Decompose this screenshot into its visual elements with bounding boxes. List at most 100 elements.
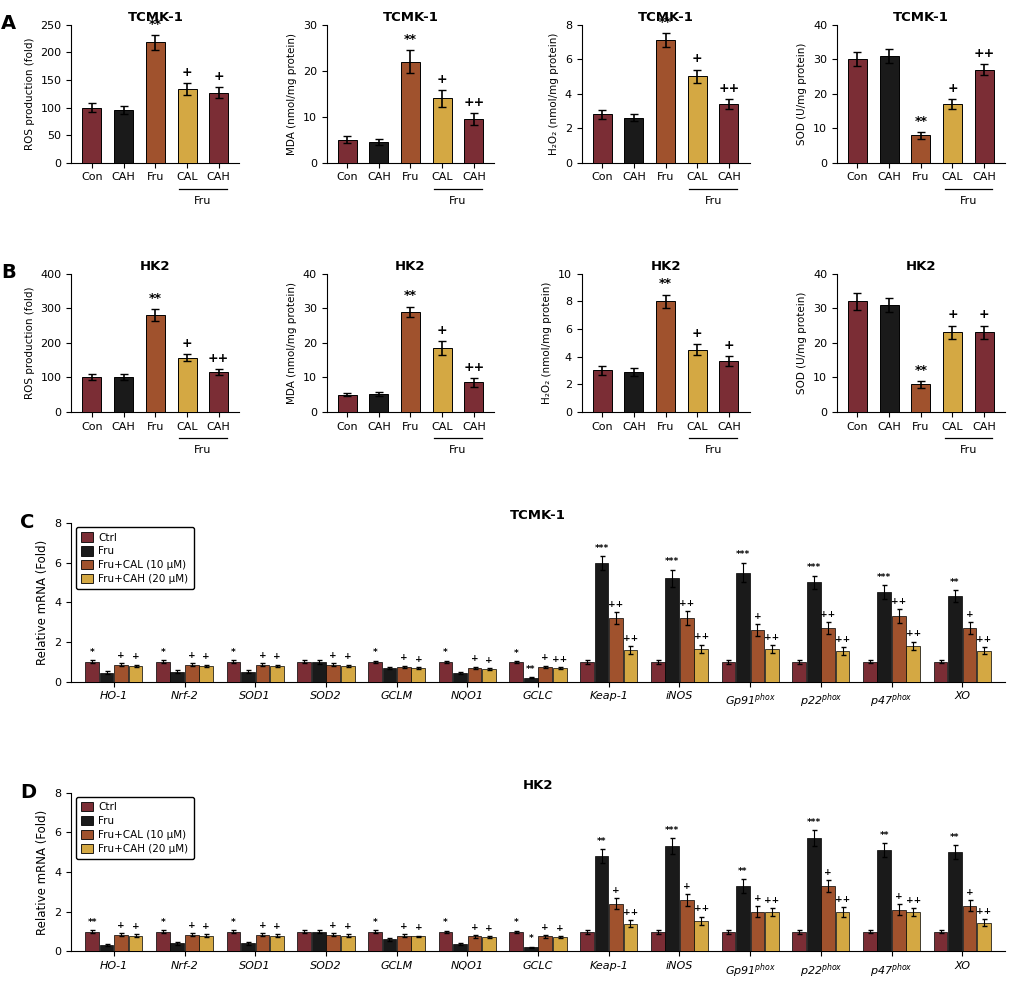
Legend: Ctrl, Fru, Fru+CAL (10 μM), Fru+CAH (20 μM): Ctrl, Fru, Fru+CAL (10 μM), Fru+CAH (20 … bbox=[75, 797, 194, 859]
Bar bbox=[878, 305, 898, 412]
Text: ++: ++ bbox=[975, 635, 990, 644]
Text: **: ** bbox=[658, 277, 672, 290]
Bar bbox=[86, 932, 99, 951]
Bar bbox=[623, 650, 637, 682]
Bar bbox=[847, 59, 866, 163]
Text: ++: ++ bbox=[463, 96, 484, 109]
Bar bbox=[820, 886, 835, 951]
Text: ***: *** bbox=[594, 543, 608, 553]
Text: +: + bbox=[117, 651, 124, 660]
Title: TCMK-1: TCMK-1 bbox=[127, 11, 183, 24]
Text: **: ** bbox=[526, 665, 535, 674]
Bar bbox=[862, 662, 876, 682]
Bar bbox=[83, 107, 101, 163]
Bar bbox=[83, 378, 101, 412]
Text: +: + bbox=[399, 923, 408, 932]
Bar bbox=[764, 649, 779, 682]
Text: +: + bbox=[273, 652, 280, 661]
Bar bbox=[411, 668, 425, 682]
Text: ***: *** bbox=[806, 563, 820, 573]
Bar bbox=[438, 932, 452, 951]
Bar bbox=[452, 673, 467, 682]
Text: +: + bbox=[343, 923, 352, 932]
Bar bbox=[337, 140, 357, 163]
Bar bbox=[146, 43, 165, 163]
Text: +: + bbox=[187, 921, 196, 930]
Text: +: + bbox=[978, 308, 988, 321]
Bar bbox=[847, 301, 866, 412]
Bar bbox=[878, 55, 898, 163]
Text: +: + bbox=[259, 651, 266, 660]
Bar bbox=[942, 104, 961, 163]
Bar bbox=[312, 932, 325, 951]
Text: A: A bbox=[1, 14, 16, 33]
Text: +: + bbox=[894, 892, 902, 901]
Bar bbox=[396, 936, 411, 951]
Bar bbox=[184, 935, 199, 951]
Bar bbox=[337, 394, 357, 412]
Text: ++: ++ bbox=[607, 600, 623, 609]
Bar bbox=[718, 104, 738, 163]
Text: *: * bbox=[231, 648, 235, 657]
Text: +: + bbox=[947, 308, 957, 321]
Bar bbox=[482, 669, 495, 682]
Bar bbox=[438, 662, 452, 682]
Bar bbox=[976, 923, 989, 951]
Text: ++: ++ bbox=[693, 905, 708, 914]
Bar bbox=[368, 932, 381, 951]
Text: ++: ++ bbox=[463, 361, 484, 375]
Bar bbox=[932, 932, 947, 951]
Bar bbox=[538, 936, 551, 951]
Text: +: + bbox=[399, 653, 408, 662]
Text: **: ** bbox=[596, 837, 605, 846]
Text: B: B bbox=[1, 263, 15, 281]
Text: ++: ++ bbox=[905, 629, 920, 638]
Y-axis label: ROS production (fold): ROS production (fold) bbox=[25, 286, 35, 399]
Bar bbox=[594, 856, 607, 951]
Text: *: * bbox=[372, 919, 377, 928]
Text: ++: ++ bbox=[763, 632, 779, 642]
Text: Fru: Fru bbox=[704, 445, 721, 455]
Bar bbox=[156, 932, 169, 951]
Text: ++: ++ bbox=[972, 48, 994, 60]
Text: +: + bbox=[722, 339, 734, 352]
Text: +: + bbox=[187, 651, 196, 660]
Bar bbox=[114, 377, 133, 412]
Text: +: + bbox=[202, 652, 210, 661]
Bar bbox=[932, 662, 947, 682]
Bar bbox=[369, 142, 388, 163]
Bar bbox=[820, 628, 835, 682]
Text: ++: ++ bbox=[208, 352, 229, 366]
Bar bbox=[312, 662, 325, 682]
Text: ++: ++ bbox=[835, 634, 850, 644]
Text: +: + bbox=[329, 921, 336, 930]
Bar bbox=[482, 937, 495, 951]
Bar bbox=[297, 932, 311, 951]
Bar bbox=[170, 943, 184, 951]
Text: +: + bbox=[436, 73, 447, 86]
Text: +: + bbox=[181, 66, 193, 79]
Bar bbox=[906, 912, 919, 951]
Bar bbox=[240, 943, 255, 951]
Text: C: C bbox=[20, 513, 35, 532]
Text: ++: ++ bbox=[717, 82, 739, 95]
Bar bbox=[128, 936, 143, 951]
Bar bbox=[524, 947, 537, 951]
Bar bbox=[146, 315, 165, 412]
Text: +: + bbox=[202, 923, 210, 932]
Text: ++: ++ bbox=[819, 609, 835, 619]
Bar bbox=[750, 630, 763, 682]
Bar bbox=[736, 573, 749, 682]
Text: +: + bbox=[753, 894, 760, 903]
Text: +: + bbox=[414, 654, 422, 664]
Bar bbox=[806, 583, 819, 682]
Text: +: + bbox=[273, 923, 280, 932]
Bar bbox=[552, 668, 567, 682]
Y-axis label: H₂O₂ (nmol/mg protein): H₂O₂ (nmol/mg protein) bbox=[542, 281, 552, 404]
Bar bbox=[679, 900, 693, 951]
Text: *: * bbox=[160, 648, 165, 657]
Bar bbox=[340, 666, 355, 682]
Text: *: * bbox=[443, 648, 447, 657]
Text: **: ** bbox=[913, 115, 926, 128]
Text: +: + bbox=[691, 53, 702, 65]
